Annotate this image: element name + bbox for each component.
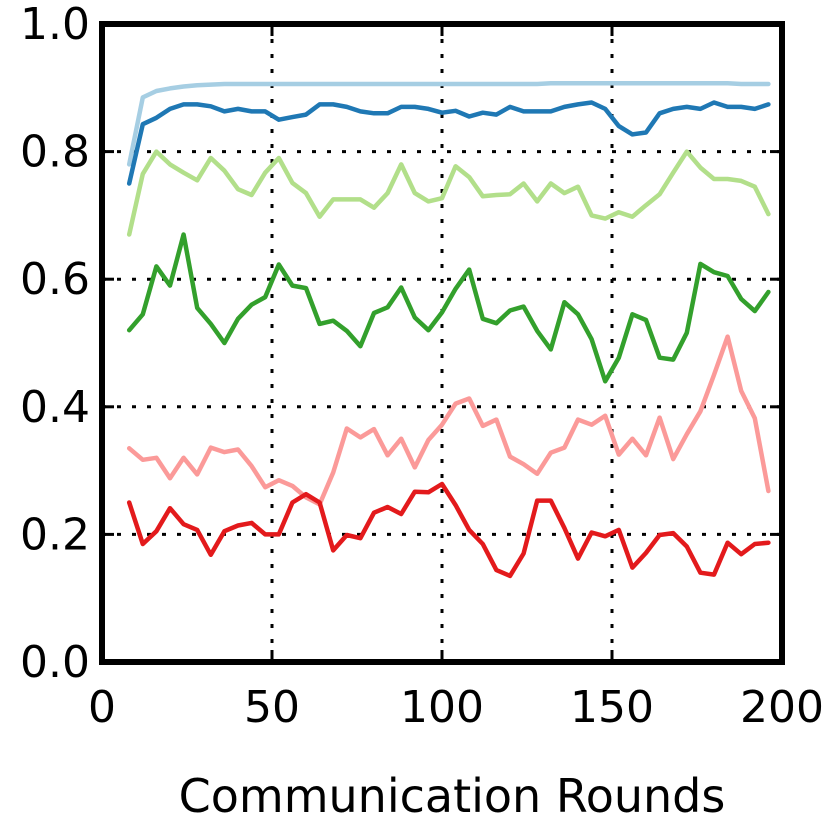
y-tick-label: 0.8: [20, 127, 90, 178]
x-tick-label: 200: [740, 682, 824, 733]
axis-ticks: 0 50 100 150 200 0.0 0.2 0.4 0.6 0.8 1.0: [20, 0, 824, 733]
y-tick-label: 1.0: [20, 0, 90, 50]
series-line-2: [126, 100, 771, 186]
y-tick-label: 0.2: [20, 509, 90, 560]
series-line-1: [126, 81, 771, 167]
series-line-6: [126, 481, 771, 579]
series-line-3: [126, 149, 771, 237]
series-line-5: [126, 334, 771, 507]
y-tick-label: 0.4: [20, 382, 90, 433]
y-tick-label: 0.0: [20, 637, 90, 688]
x-tick-label: 150: [570, 682, 654, 733]
series-line-4: [126, 232, 771, 384]
x-tick-label: 100: [400, 682, 484, 733]
x-axis-label: Communication Rounds: [179, 769, 726, 823]
x-tick-label: 50: [244, 682, 300, 733]
series-lines: [126, 81, 771, 579]
grid-lines: [102, 24, 782, 662]
y-tick-label: 0.6: [20, 254, 90, 305]
x-tick-label: 0: [88, 682, 116, 733]
